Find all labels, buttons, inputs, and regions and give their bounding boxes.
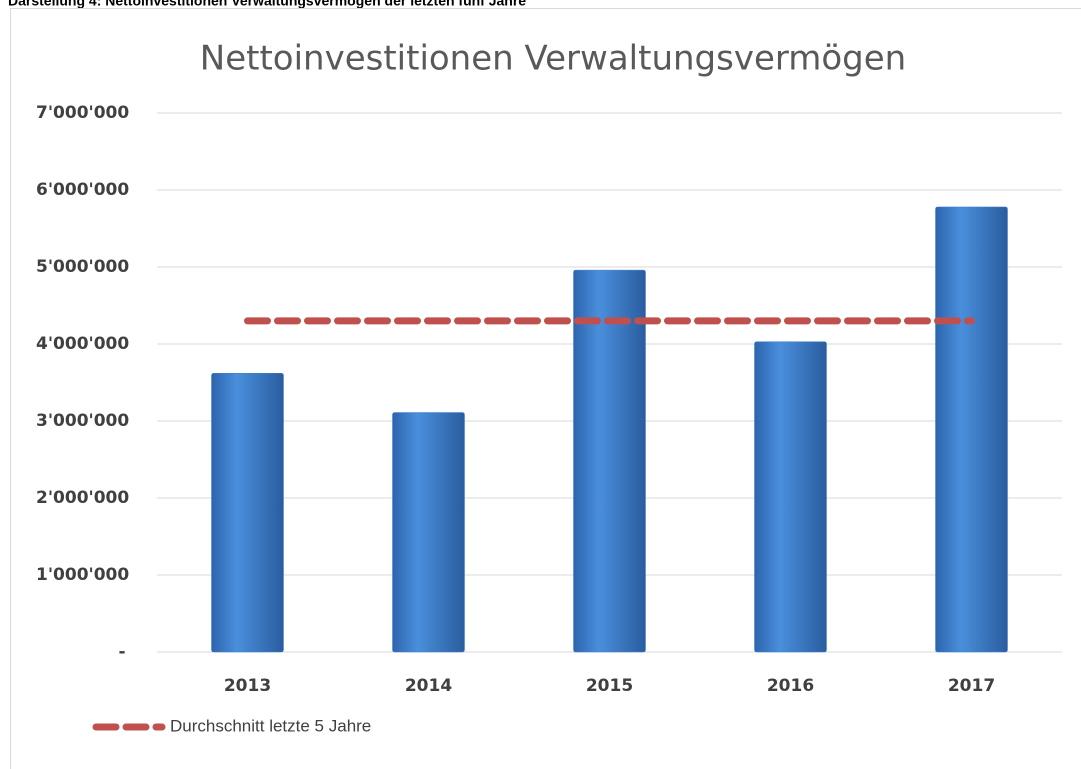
caption: Darstellung 4: Nettoinvestitionen Verwal… bbox=[8, 0, 526, 9]
legend-label: Durchschnitt letzte 5 Jahre bbox=[170, 716, 371, 735]
y-tick-label: 4'000'000 bbox=[36, 334, 129, 354]
chart-title: Nettoinvestitionen Verwaltungsvermögen bbox=[200, 39, 906, 79]
chart-border bbox=[10, 8, 1081, 769]
bar bbox=[935, 206, 1008, 653]
y-tick-label: 3'000'000 bbox=[36, 411, 129, 431]
bar bbox=[573, 269, 646, 653]
x-tick-label: 2015 bbox=[586, 676, 633, 696]
x-tick-label: 2017 bbox=[948, 676, 995, 696]
x-tick-label: 2013 bbox=[224, 676, 271, 696]
y-tick-label: 6'000'000 bbox=[36, 180, 129, 200]
bar bbox=[211, 373, 284, 653]
y-tick-label: 5'000'000 bbox=[36, 257, 129, 277]
bar bbox=[392, 412, 465, 653]
bar bbox=[754, 341, 827, 653]
x-tick-label: 2014 bbox=[405, 676, 452, 696]
y-tick-label: 1'000'000 bbox=[36, 565, 129, 585]
y-tick-label: - bbox=[118, 642, 125, 662]
y-tick-label: 7'000'000 bbox=[36, 103, 129, 123]
y-tick-label: 2'000'000 bbox=[36, 488, 129, 508]
x-tick-label: 2016 bbox=[767, 676, 814, 696]
